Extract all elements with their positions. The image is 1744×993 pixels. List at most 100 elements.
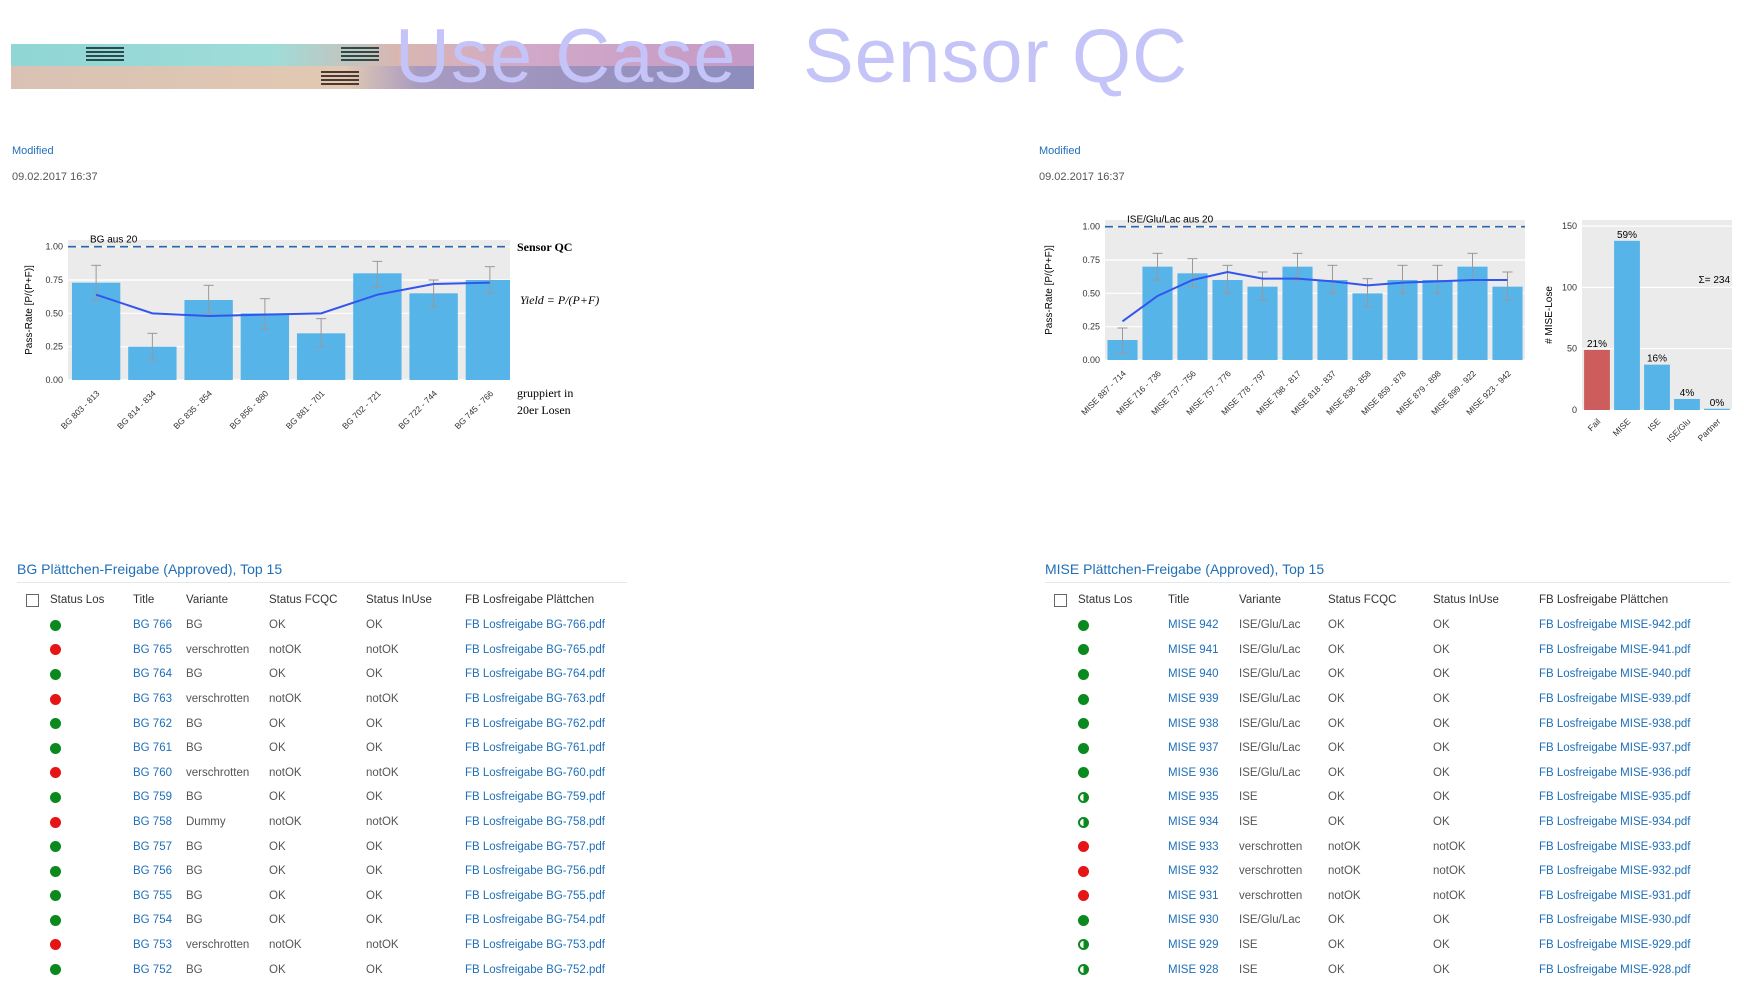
row-title-link[interactable]: MISE 937 <box>1168 742 1219 755</box>
row-file-link[interactable]: FB Losfreigabe MISE-936.pdf <box>1539 766 1691 779</box>
row-checkbox-cell[interactable] <box>26 785 50 810</box>
row-checkbox-cell[interactable] <box>1054 785 1078 810</box>
row-checkbox-cell[interactable] <box>26 908 50 933</box>
row-title-link[interactable]: MISE 939 <box>1168 693 1219 706</box>
row-checkbox-cell[interactable] <box>1054 908 1078 933</box>
column-header[interactable]: Title <box>133 594 155 606</box>
row-title-link[interactable]: BG 763 <box>133 693 172 706</box>
row-file-link[interactable]: FB Losfreigabe BG-761.pdf <box>465 742 605 755</box>
row-checkbox-cell[interactable] <box>26 711 50 736</box>
table-row[interactable]: BG 752 BG OK OK FB Losfreigabe BG-752.pdf <box>26 957 625 982</box>
row-checkbox-cell[interactable] <box>1054 884 1078 909</box>
row-title-link[interactable]: MISE 929 <box>1168 939 1219 952</box>
table-row[interactable]: MISE 929 ISE OK OK FB Losfreigabe MISE-929.p… <box>1054 933 1709 958</box>
row-checkbox-cell[interactable] <box>1054 761 1078 786</box>
row-checkbox-cell[interactable] <box>26 638 50 663</box>
table-row[interactable]: MISE 934 ISE OK OK FB Losfreigabe MISE-934.p… <box>1054 810 1709 835</box>
table-row[interactable]: MISE 937 ISE/Glu/Lac OK OK FB Losfreigabe MI… <box>1054 736 1709 761</box>
row-title-link[interactable]: BG 757 <box>133 840 172 853</box>
table-row[interactable]: BG 757 BG OK OK FB Losfreigabe BG-757.pdf <box>26 834 625 859</box>
column-header[interactable]: Title <box>1168 594 1190 606</box>
table-row[interactable]: BG 763 verschrotten notOK notOK FB Losfreiga… <box>26 687 625 712</box>
row-title-link[interactable]: BG 764 <box>133 668 172 681</box>
row-checkbox-cell[interactable] <box>26 761 50 786</box>
table-row[interactable]: MISE 928 ISE OK OK FB Losfreigabe MISE-928.p… <box>1054 957 1709 982</box>
row-checkbox-cell[interactable] <box>1054 957 1078 982</box>
row-file-link[interactable]: FB Losfreigabe MISE-929.pdf <box>1539 939 1691 952</box>
row-file-link[interactable]: FB Losfreigabe BG-762.pdf <box>465 717 605 730</box>
row-file-link[interactable]: FB Losfreigabe BG-758.pdf <box>465 816 605 829</box>
row-file-link[interactable]: FB Losfreigabe BG-756.pdf <box>465 865 605 878</box>
row-checkbox-cell[interactable] <box>26 933 50 958</box>
row-file-link[interactable]: FB Losfreigabe MISE-928.pdf <box>1539 963 1691 976</box>
modified-label-right[interactable]: Modified <box>1039 145 1081 157</box>
row-checkbox-cell[interactable] <box>1054 736 1078 761</box>
row-checkbox-cell[interactable] <box>26 884 50 909</box>
table-row[interactable]: BG 760 verschrotten notOK notOK FB Losfreiga… <box>26 761 625 786</box>
table-row[interactable]: BG 754 BG OK OK FB Losfreigabe BG-754.pdf <box>26 908 625 933</box>
table-row[interactable]: BG 756 BG OK OK FB Losfreigabe BG-756.pdf <box>26 859 625 884</box>
table-row[interactable]: MISE 938 ISE/Glu/Lac OK OK FB Losfreigabe MI… <box>1054 711 1709 736</box>
row-checkbox-cell[interactable] <box>26 957 50 982</box>
table-row[interactable]: BG 762 BG OK OK FB Losfreigabe BG-762.pdf <box>26 711 625 736</box>
column-header[interactable]: FB Losfreigabe Plättchen <box>465 594 595 606</box>
row-checkbox-cell[interactable] <box>26 613 50 638</box>
select-all-checkbox[interactable] <box>1054 593 1067 607</box>
table-row[interactable]: BG 761 BG OK OK FB Losfreigabe BG-761.pdf <box>26 736 625 761</box>
column-header[interactable]: Status FCQC <box>269 594 338 606</box>
row-title-link[interactable]: MISE 942 <box>1168 619 1219 632</box>
column-header[interactable]: Variante <box>1239 594 1281 606</box>
row-checkbox-cell[interactable] <box>26 687 50 712</box>
row-title-link[interactable]: MISE 928 <box>1168 963 1219 976</box>
row-title-link[interactable]: BG 765 <box>133 643 172 656</box>
table-row[interactable]: MISE 931 verschrotten notOK notOK FB Losfrei… <box>1054 884 1709 909</box>
column-header[interactable]: Variante <box>186 594 228 606</box>
row-title-link[interactable]: MISE 934 <box>1168 816 1219 829</box>
row-title-link[interactable]: BG 760 <box>133 766 172 779</box>
row-title-link[interactable]: BG 752 <box>133 963 172 976</box>
table-row[interactable]: BG 759 BG OK OK FB Losfreigabe BG-759.pdf <box>26 785 625 810</box>
mise-list-title[interactable]: MISE Plättchen-Freigabe (Approved), Top … <box>1045 561 1325 577</box>
row-checkbox-cell[interactable] <box>26 662 50 687</box>
row-title-link[interactable]: BG 759 <box>133 791 172 804</box>
row-file-link[interactable]: FB Losfreigabe BG-763.pdf <box>465 693 605 706</box>
row-file-link[interactable]: FB Losfreigabe MISE-939.pdf <box>1539 693 1691 706</box>
bg-list-title[interactable]: BG Plättchen-Freigabe (Approved), Top 15 <box>17 561 283 577</box>
row-title-link[interactable]: MISE 931 <box>1168 889 1219 902</box>
row-checkbox-cell[interactable] <box>26 810 50 835</box>
row-checkbox-cell[interactable] <box>1054 662 1078 687</box>
row-checkbox-cell[interactable] <box>1054 834 1078 859</box>
row-file-link[interactable]: FB Losfreigabe BG-752.pdf <box>465 963 605 976</box>
row-file-link[interactable]: FB Losfreigabe MISE-933.pdf <box>1539 840 1691 853</box>
row-file-link[interactable]: FB Losfreigabe MISE-940.pdf <box>1539 668 1691 681</box>
row-checkbox-cell[interactable] <box>26 859 50 884</box>
table-row[interactable]: MISE 942 ISE/Glu/Lac OK OK FB Losfreigabe MI… <box>1054 613 1709 638</box>
row-file-link[interactable]: FB Losfreigabe BG-759.pdf <box>465 791 605 804</box>
table-row[interactable]: BG 753 verschrotten notOK notOK FB Losfreiga… <box>26 933 625 958</box>
row-file-link[interactable]: FB Losfreigabe BG-757.pdf <box>465 840 605 853</box>
row-title-link[interactable]: MISE 940 <box>1168 668 1219 681</box>
column-header[interactable]: Status InUse <box>1433 594 1499 606</box>
column-header[interactable]: Status InUse <box>366 594 432 606</box>
row-file-link[interactable]: FB Losfreigabe MISE-942.pdf <box>1539 619 1691 632</box>
row-file-link[interactable]: FB Losfreigabe BG-760.pdf <box>465 766 605 779</box>
select-all-checkbox[interactable] <box>26 593 39 607</box>
row-checkbox-cell[interactable] <box>26 736 50 761</box>
row-title-link[interactable]: MISE 932 <box>1168 865 1219 878</box>
row-checkbox-cell[interactable] <box>26 834 50 859</box>
row-file-link[interactable]: FB Losfreigabe BG-755.pdf <box>465 889 605 902</box>
row-file-link[interactable]: FB Losfreigabe BG-765.pdf <box>465 643 605 656</box>
table-row[interactable]: MISE 933 verschrotten notOK notOK FB Losfrei… <box>1054 834 1709 859</box>
row-file-link[interactable]: FB Losfreigabe MISE-934.pdf <box>1539 816 1691 829</box>
row-file-link[interactable]: FB Losfreigabe BG-754.pdf <box>465 914 605 927</box>
table-row[interactable]: MISE 932 verschrotten notOK notOK FB Losfrei… <box>1054 859 1709 884</box>
row-file-link[interactable]: FB Losfreigabe MISE-937.pdf <box>1539 742 1691 755</box>
row-file-link[interactable]: FB Losfreigabe MISE-931.pdf <box>1539 889 1691 902</box>
table-row[interactable]: BG 758 Dummy notOK notOK FB Losfreigabe BG-7… <box>26 810 625 835</box>
modified-label-left[interactable]: Modified <box>12 145 54 157</box>
row-title-link[interactable]: MISE 936 <box>1168 766 1219 779</box>
column-header[interactable]: FB Losfreigabe Plättchen <box>1539 594 1669 606</box>
table-row[interactable]: MISE 935 ISE OK OK FB Losfreigabe MISE-935.p… <box>1054 785 1709 810</box>
row-title-link[interactable]: BG 762 <box>133 717 172 730</box>
row-title-link[interactable]: MISE 938 <box>1168 717 1219 730</box>
